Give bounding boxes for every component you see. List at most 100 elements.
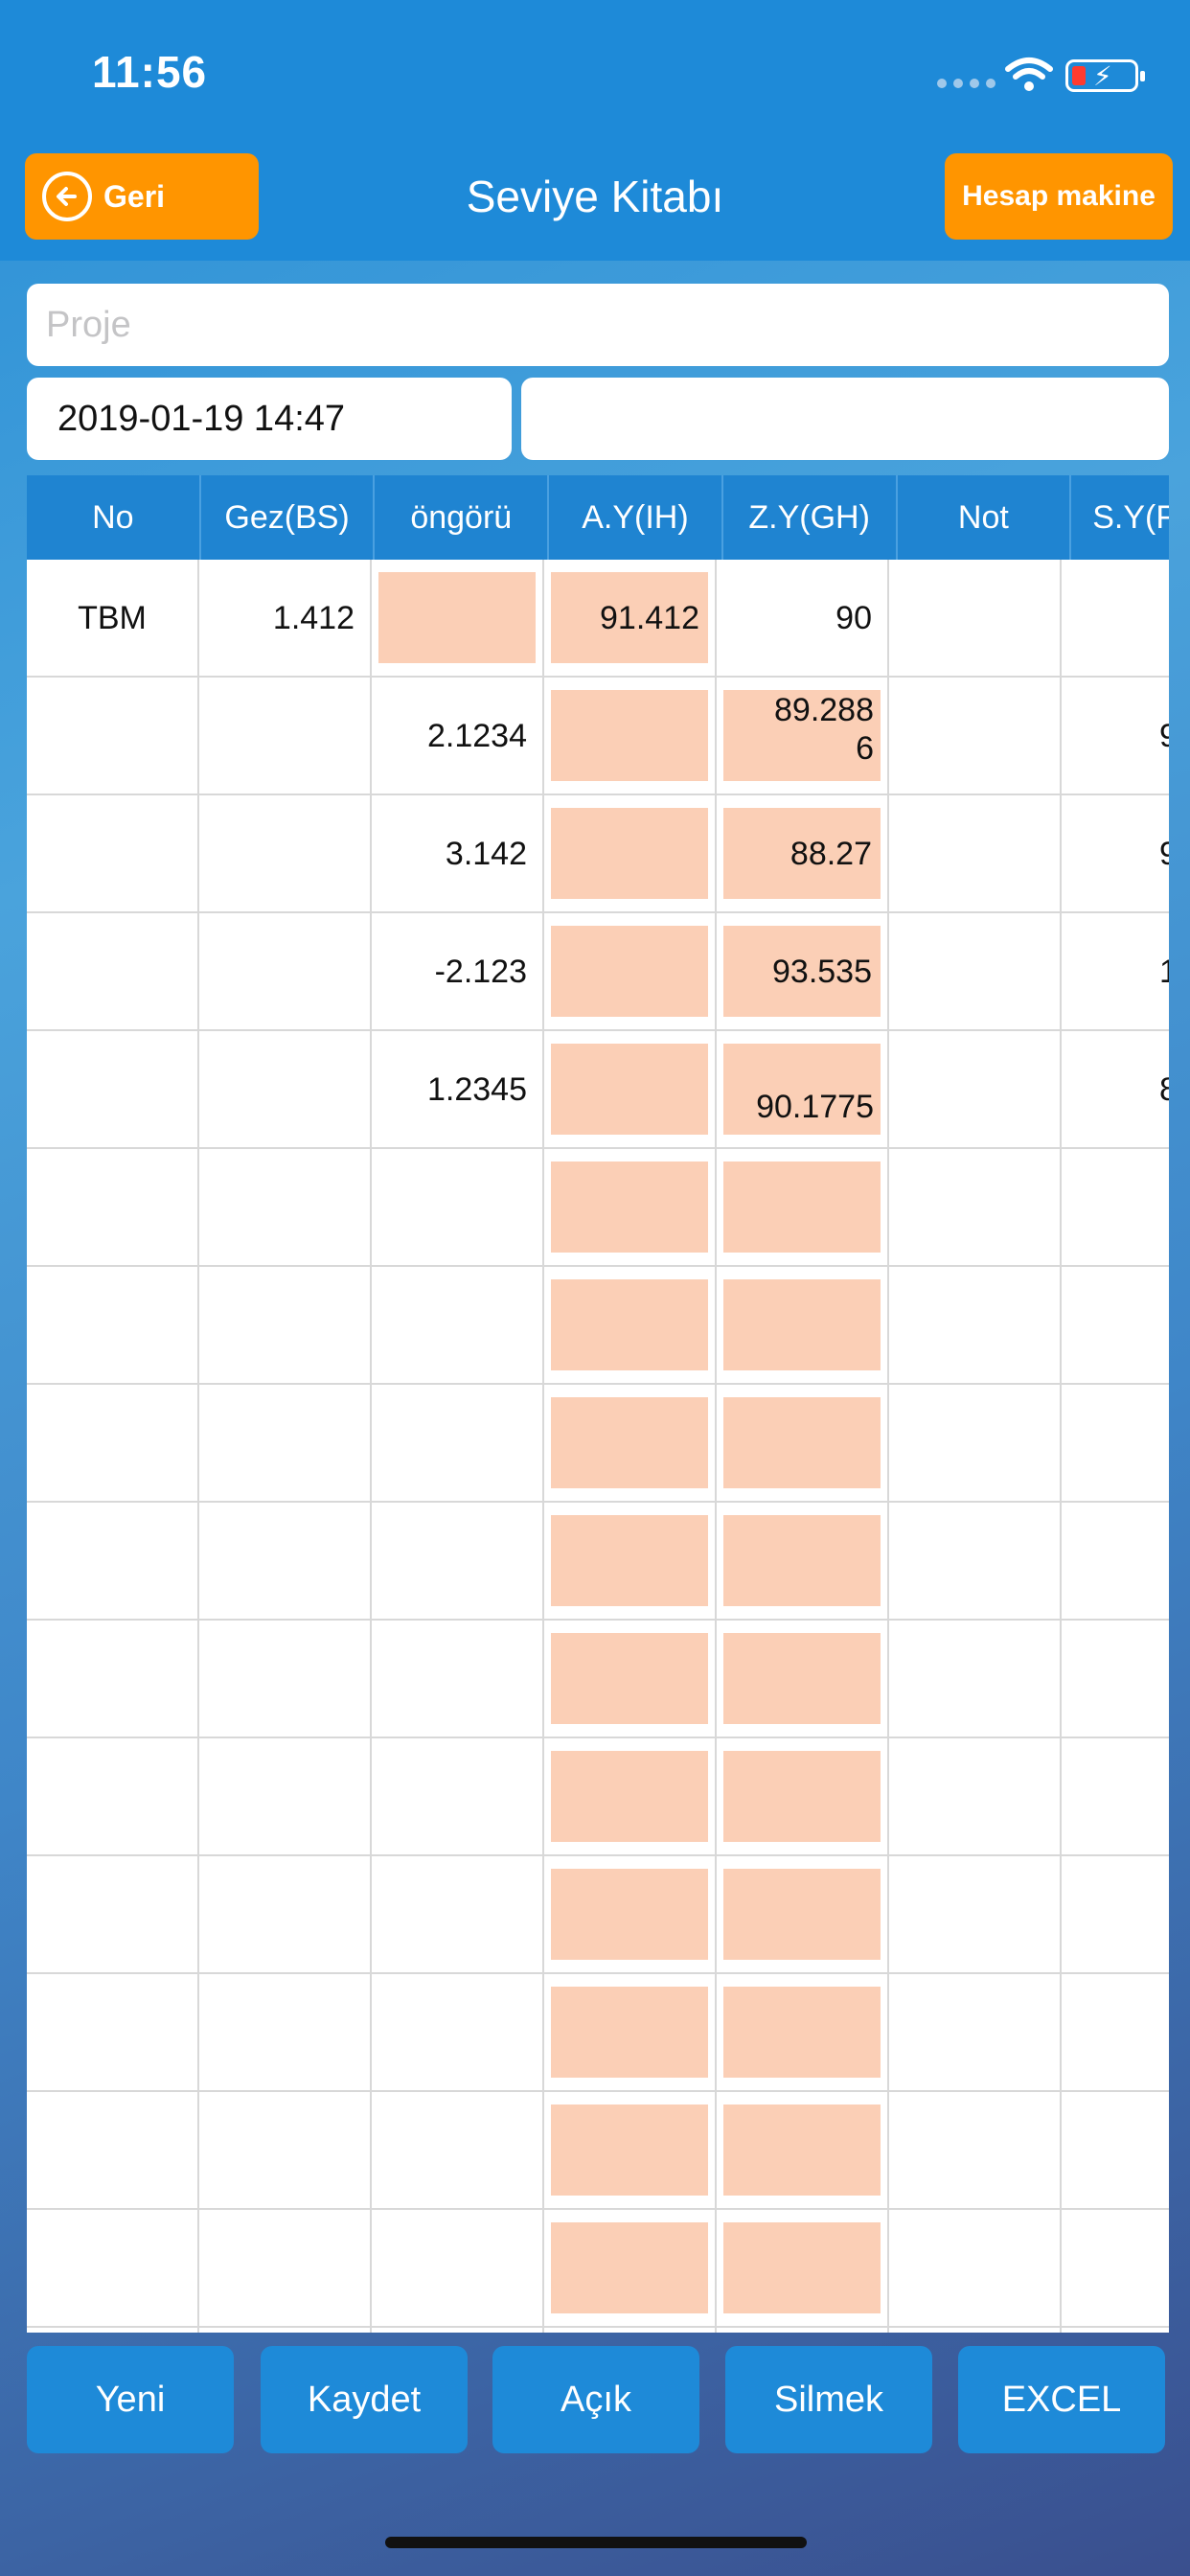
table-cell-sy[interactable]: [1062, 1385, 1169, 1501]
table-cell-ongoru[interactable]: [372, 1267, 544, 1383]
table-cell-no[interactable]: [27, 1974, 199, 2090]
table-cell-ongoru[interactable]: [372, 1149, 544, 1265]
table-cell-zy[interactable]: [717, 1974, 889, 2090]
table-cell-ay[interactable]: [544, 1267, 717, 1383]
table-cell-zy[interactable]: [717, 1621, 889, 1736]
delete-button[interactable]: Silmek: [725, 2346, 932, 2453]
table-cell-not[interactable]: [889, 1621, 1062, 1736]
table-cell-zy[interactable]: 90: [717, 560, 889, 676]
table-cell-bs[interactable]: [199, 913, 372, 1029]
table-row[interactable]: [27, 1267, 1169, 1385]
back-button[interactable]: Geri: [25, 153, 259, 240]
table-cell-bs[interactable]: [199, 1856, 372, 1972]
table-cell-no[interactable]: [27, 1149, 199, 1265]
table-cell-ay[interactable]: [544, 1738, 717, 1854]
table-row[interactable]: [27, 2210, 1169, 2328]
table-cell-not[interactable]: [889, 1503, 1062, 1619]
table-cell-no[interactable]: [27, 1503, 199, 1619]
table-cell-not[interactable]: [889, 560, 1062, 676]
table-cell-no[interactable]: [27, 678, 199, 794]
table-cell-no[interactable]: [27, 1385, 199, 1501]
table-row[interactable]: 3.142 88.27 9: [27, 795, 1169, 913]
table-cell-ongoru[interactable]: [372, 1738, 544, 1854]
table-cell-bs[interactable]: [199, 1031, 372, 1147]
table-cell-ongoru[interactable]: 2.1234: [372, 678, 544, 794]
table-cell-zy[interactable]: [717, 1738, 889, 1854]
table-cell-ongoru[interactable]: [372, 1385, 544, 1501]
table-cell-zy[interactable]: 90.1775: [717, 1031, 889, 1147]
table-cell-not[interactable]: [889, 2210, 1062, 2326]
table-cell-ongoru[interactable]: [372, 560, 544, 676]
table-cell-ay[interactable]: [544, 1503, 717, 1619]
table-cell-sy[interactable]: [1062, 1974, 1169, 2090]
table-cell-ay[interactable]: [544, 1385, 717, 1501]
save-button[interactable]: Kaydet: [261, 2346, 468, 2453]
table-cell-not[interactable]: [889, 2092, 1062, 2208]
table-cell-bs[interactable]: [199, 2092, 372, 2208]
table-row[interactable]: [27, 1503, 1169, 1621]
table-cell-ay[interactable]: [544, 795, 717, 911]
table-cell-zy[interactable]: 93.535: [717, 913, 889, 1029]
table-cell-sy[interactable]: [1062, 1738, 1169, 1854]
project-input[interactable]: Proje: [27, 284, 1169, 366]
table-row[interactable]: [27, 1738, 1169, 1856]
table-cell-no[interactable]: [27, 2092, 199, 2208]
table-cell-ay[interactable]: 91.412: [544, 560, 717, 676]
table-cell-ay[interactable]: [544, 678, 717, 794]
table-cell-ongoru[interactable]: [372, 2210, 544, 2326]
table-cell-ongoru[interactable]: 1.2345: [372, 1031, 544, 1147]
table-cell-ay[interactable]: [544, 2092, 717, 2208]
table-row[interactable]: [27, 1385, 1169, 1503]
table-cell-not[interactable]: [889, 1974, 1062, 2090]
table-cell-zy[interactable]: [717, 1149, 889, 1265]
table-cell-bs[interactable]: [199, 2328, 372, 2333]
table-cell-zy[interactable]: [717, 1267, 889, 1383]
table-cell-zy[interactable]: [717, 1503, 889, 1619]
table-row[interactable]: [27, 1856, 1169, 1974]
table-cell-zy[interactable]: [717, 2092, 889, 2208]
table-cell-bs[interactable]: [199, 1267, 372, 1383]
table-cell-no[interactable]: [27, 1031, 199, 1147]
extra-input[interactable]: [521, 378, 1169, 460]
table-cell-not[interactable]: [889, 2328, 1062, 2333]
table-cell-not[interactable]: [889, 1149, 1062, 1265]
table-cell-ay[interactable]: [544, 2210, 717, 2326]
table-row[interactable]: [27, 2092, 1169, 2210]
table-cell-bs[interactable]: [199, 1974, 372, 2090]
table-cell-sy[interactable]: 1(: [1062, 913, 1169, 1029]
open-button[interactable]: Açık: [492, 2346, 699, 2453]
table-cell-bs[interactable]: [199, 795, 372, 911]
table-row[interactable]: [27, 1149, 1169, 1267]
level-book-table[interactable]: No Gez(BS) öngörü A.Y(IH) Z.Y(GH) Not S.…: [27, 475, 1169, 2333]
table-row[interactable]: 2.1234 89.288 6 9: [27, 678, 1169, 795]
calculator-button[interactable]: Hesap makine: [945, 153, 1173, 240]
excel-button[interactable]: EXCEL: [958, 2346, 1165, 2453]
table-cell-ay[interactable]: [544, 1974, 717, 2090]
table-cell-not[interactable]: [889, 1385, 1062, 1501]
table-cell-ongoru[interactable]: -2.123: [372, 913, 544, 1029]
table-cell-not[interactable]: [889, 795, 1062, 911]
table-cell-sy[interactable]: [1062, 1503, 1169, 1619]
table-row[interactable]: 1.2345 90.1775 8: [27, 1031, 1169, 1149]
table-cell-sy[interactable]: [1062, 1621, 1169, 1736]
table-cell-sy[interactable]: 9: [1062, 678, 1169, 794]
table-cell-sy[interactable]: [1062, 1267, 1169, 1383]
table-cell-no[interactable]: [27, 1621, 199, 1736]
table-cell-not[interactable]: [889, 1267, 1062, 1383]
table-cell-zy[interactable]: [717, 1385, 889, 1501]
table-cell-ongoru[interactable]: [372, 1503, 544, 1619]
table-cell-ongoru[interactable]: [372, 1621, 544, 1736]
table-cell-not[interactable]: [889, 1856, 1062, 1972]
table-cell-ay[interactable]: [544, 1031, 717, 1147]
table-cell-bs[interactable]: [199, 1385, 372, 1501]
table-cell-ongoru[interactable]: [372, 2092, 544, 2208]
table-cell-bs[interactable]: 1.412: [199, 560, 372, 676]
table-cell-sy[interactable]: 8: [1062, 1031, 1169, 1147]
table-cell-ongoru[interactable]: [372, 1856, 544, 1972]
table-row[interactable]: [27, 1974, 1169, 2092]
table-cell-ay[interactable]: [544, 1149, 717, 1265]
table-cell-zy[interactable]: [717, 1856, 889, 1972]
table-cell-no[interactable]: [27, 1267, 199, 1383]
table-cell-zy[interactable]: [717, 2210, 889, 2326]
datetime-field[interactable]: 2019-01-19 14:47: [27, 378, 512, 460]
